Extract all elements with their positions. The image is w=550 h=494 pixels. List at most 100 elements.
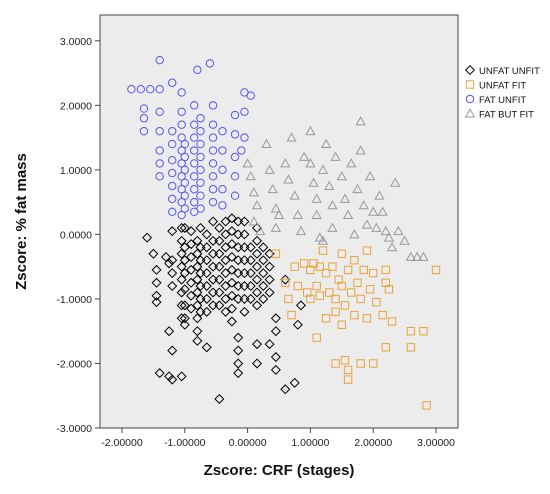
point-unfat-fit — [347, 288, 356, 297]
point-unfat-unfit — [252, 300, 263, 311]
point-fat-but-fit — [377, 206, 388, 216]
point-unfat-fit — [378, 310, 387, 320]
y-axis-label: Zscore: % fat mass — [13, 153, 30, 290]
point-unfat-unfit — [220, 229, 231, 240]
point-fat-unfit — [208, 159, 218, 168]
y-tick-label: 3.0000 — [60, 36, 92, 48]
point-unfat-unfit — [176, 222, 187, 233]
point-unfat-unfit — [192, 300, 203, 311]
point-fat-unfit — [139, 114, 149, 123]
point-unfat-unfit — [208, 216, 219, 227]
point-unfat-unfit — [192, 274, 203, 285]
point-fat-but-fit — [292, 209, 303, 219]
point-fat-but-fit — [336, 170, 347, 181]
point-fat-but-fit — [305, 125, 316, 136]
point-unfat-unfit — [220, 255, 231, 266]
point-unfat-unfit — [264, 287, 275, 298]
point-fat-but-fit — [311, 193, 322, 203]
point-unfat-unfit — [226, 226, 237, 237]
point-fat-unfit — [196, 191, 205, 200]
point-unfat-fit — [350, 256, 359, 265]
point-fat-but-fit — [270, 222, 282, 232]
point-fat-unfit — [196, 152, 205, 162]
point-unfat-fit — [365, 285, 375, 294]
point-unfat-unfit — [154, 368, 165, 379]
point-fat-unfit — [190, 159, 199, 168]
x-tick-label: 1.00000 — [291, 437, 329, 449]
point-fat-unfit — [168, 78, 177, 87]
point-fat-but-fit — [311, 209, 322, 219]
point-unfat-unfit — [226, 303, 237, 314]
point-unfat-fit — [315, 291, 325, 300]
point-fat-unfit — [155, 107, 164, 116]
point-fat-unfit — [205, 59, 215, 68]
point-unfat-unfit — [192, 313, 203, 324]
point-fat-unfit — [196, 114, 205, 123]
point-fat-but-fit — [248, 216, 260, 226]
point-unfat-unfit — [176, 248, 187, 259]
point-unfat-fit — [381, 265, 390, 275]
point-unfat-unfit — [264, 274, 275, 285]
point-unfat-unfit — [192, 235, 203, 246]
point-unfat-fit — [362, 314, 372, 323]
point-fat-but-fit — [380, 225, 391, 236]
point-unfat-unfit — [226, 251, 237, 262]
point-fat-unfit — [177, 88, 186, 97]
point-unfat-unfit — [239, 229, 250, 240]
point-fat-unfit — [155, 126, 164, 136]
point-fat-unfit — [190, 172, 199, 181]
point-fat-but-fit — [361, 219, 373, 229]
point-unfat-unfit — [186, 251, 197, 262]
point-unfat-unfit — [201, 342, 212, 353]
point-fat-unfit — [168, 155, 177, 165]
point-fat-unfit — [237, 146, 246, 155]
point-unfat-unfit — [245, 293, 256, 304]
point-unfat-fit — [337, 281, 347, 291]
point-unfat-unfit — [280, 274, 291, 285]
point-fat-but-fit — [314, 232, 325, 242]
point-unfat-unfit — [167, 345, 178, 356]
point-unfat-unfit — [167, 226, 178, 237]
point-fat-unfit — [196, 126, 205, 136]
point-fat-unfit — [193, 65, 202, 75]
point-fat-unfit — [127, 85, 136, 94]
point-unfat-fit — [422, 401, 431, 410]
point-unfat-unfit — [201, 268, 212, 279]
point-unfat-fit — [372, 297, 381, 307]
point-unfat-unfit — [167, 374, 178, 385]
point-fat-but-fit — [286, 132, 297, 142]
point-fat-unfit — [196, 178, 205, 187]
point-fat-but-fit — [386, 241, 398, 252]
point-fat-unfit — [246, 91, 255, 100]
point-fat-but-fit — [308, 177, 319, 187]
point-unfat-unfit — [233, 358, 244, 369]
legend-label-unfat-unfit: UNFAT UNFIT — [479, 66, 540, 77]
point-unfat-unfit — [233, 368, 244, 379]
point-fat-unfit — [230, 191, 240, 200]
point-unfat-unfit — [179, 255, 190, 266]
point-unfat-fit — [321, 314, 331, 323]
point-unfat-unfit — [164, 258, 175, 269]
point-unfat-unfit — [201, 281, 212, 292]
x-tick-label: 0.00000 — [229, 437, 267, 449]
point-fat-unfit — [155, 172, 164, 181]
point-unfat-fit — [321, 268, 331, 278]
point-unfat-fit — [306, 265, 315, 275]
point-unfat-unfit — [226, 316, 237, 327]
point-unfat-unfit — [270, 352, 281, 363]
point-unfat-unfit — [151, 297, 162, 308]
point-unfat-unfit — [160, 251, 171, 262]
point-unfat-unfit — [186, 226, 197, 237]
point-fat-but-fit — [358, 200, 369, 210]
point-fat-but-fit — [374, 190, 385, 200]
y-tick-label: 0.0000 — [60, 229, 92, 241]
point-fat-unfit — [230, 130, 240, 139]
point-fat-unfit — [155, 55, 164, 65]
point-unfat-unfit — [179, 242, 190, 253]
point-fat-but-fit — [261, 138, 272, 149]
point-unfat-fit — [340, 356, 350, 365]
x-tick-label: 2.00000 — [354, 437, 392, 449]
point-fat-unfit — [196, 139, 205, 149]
legend-marker-fat-unfit — [465, 94, 475, 104]
